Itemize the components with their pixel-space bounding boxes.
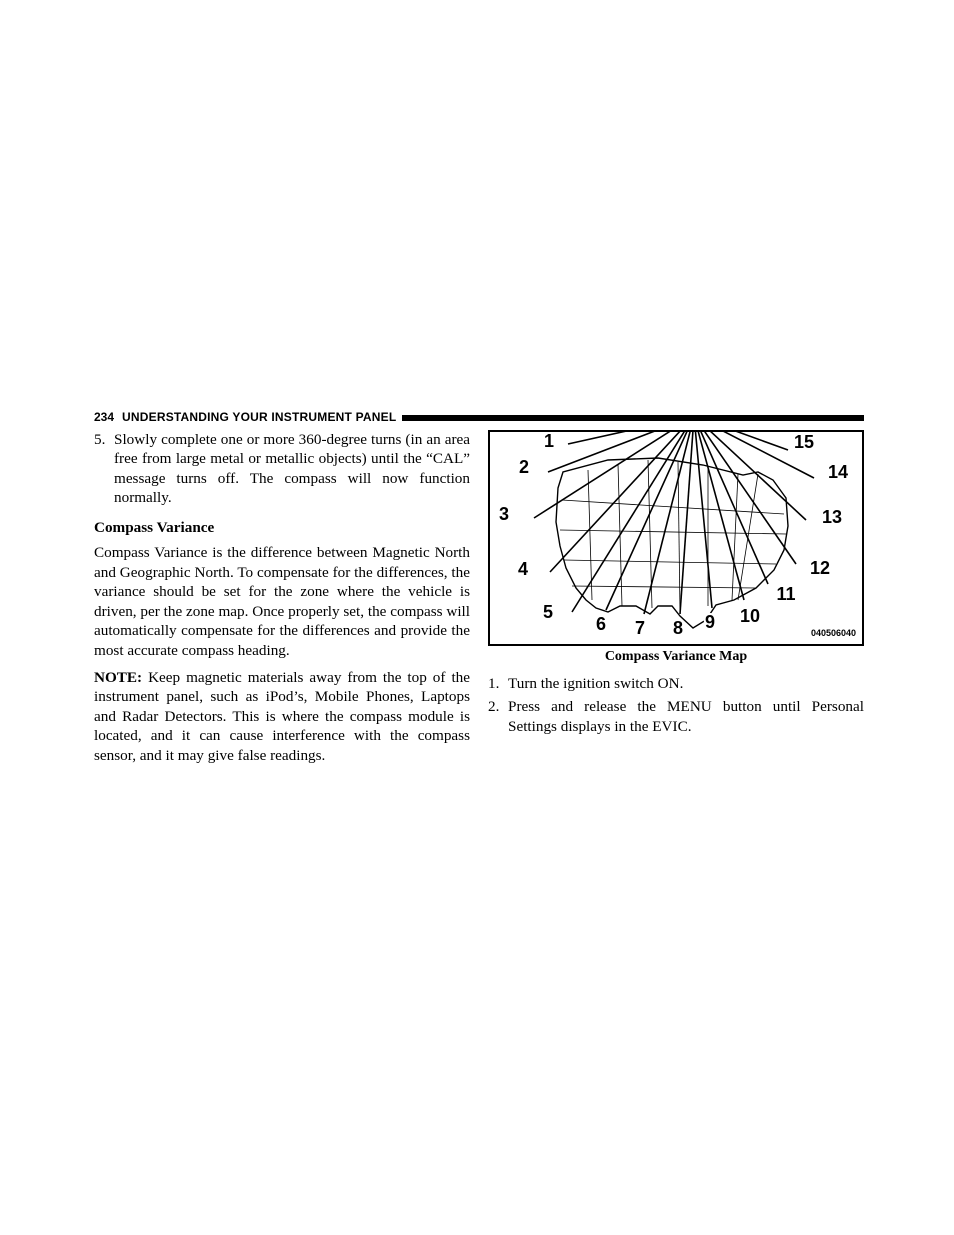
state-line [572, 586, 756, 588]
zone-ray-9 [694, 430, 712, 608]
zone-label-8: 8 [673, 618, 683, 638]
state-line [618, 464, 622, 606]
compass-variance-heading: Compass Variance [94, 518, 470, 537]
zone-label-7: 7 [635, 618, 645, 638]
step-2-text: Press and release the MENU button until … [508, 697, 864, 736]
state-line [732, 474, 738, 600]
note-paragraph: NOTE: Keep magnetic materials away from … [94, 668, 470, 765]
zone-label-15: 15 [794, 432, 814, 452]
page-content: 234 UNDERSTANDING YOUR INSTRUMENT PANEL … [94, 410, 864, 773]
section-header-text: UNDERSTANDING YOUR INSTRUMENT PANEL [122, 410, 396, 424]
state-line [560, 530, 786, 534]
compass-variance-paragraph: Compass Variance is the difference betwe… [94, 543, 470, 660]
step-2-number: 2. [488, 697, 508, 736]
step-5: 5. Slowly complete one or more 360-degre… [94, 430, 470, 508]
zone-label-6: 6 [596, 614, 606, 634]
state-line [738, 474, 758, 600]
state-line [648, 460, 652, 608]
zone-label-1: 1 [544, 431, 554, 451]
zone-label-14: 14 [828, 462, 848, 482]
us-outline [556, 458, 788, 628]
step-5-text: Slowly complete one or more 360-degree t… [114, 430, 470, 508]
two-column-layout: 5. Slowly complete one or more 360-degre… [94, 430, 864, 773]
zone-label-10: 10 [740, 606, 760, 626]
header-rule [402, 415, 864, 421]
zone-label-11: 11 [776, 584, 795, 604]
state-line [588, 470, 592, 600]
step-1: 1. Turn the ignition switch ON. [488, 674, 864, 693]
note-lead: NOTE: [94, 669, 142, 686]
map-reference-number: 040506040 [811, 628, 856, 638]
step-1-number: 1. [488, 674, 508, 693]
figure-caption: Compass Variance Map [488, 648, 864, 666]
step-1-text: Turn the ignition switch ON. [508, 674, 864, 693]
page-number: 234 [94, 410, 114, 424]
state-line [678, 462, 680, 612]
note-body: Keep magnetic materials away from the to… [94, 669, 470, 764]
zone-label-13: 13 [822, 507, 842, 527]
step-2: 2. Press and release the MENU button unt… [488, 697, 864, 736]
zone-label-12: 12 [810, 558, 830, 578]
map-svg: 123456789101112131415 040506040 [488, 430, 864, 646]
map-landmass [556, 458, 788, 628]
running-header: 234 UNDERSTANDING YOUR INSTRUMENT PANEL [94, 410, 864, 424]
zone-label-4: 4 [518, 559, 528, 579]
zone-label-2: 2 [519, 457, 529, 477]
zone-label-3: 3 [499, 504, 509, 524]
zone-label-5: 5 [543, 602, 553, 622]
step-5-number: 5. [94, 430, 114, 508]
zone-ray-3 [534, 430, 694, 518]
right-column: 123456789101112131415 040506040 Compass … [488, 430, 864, 773]
left-column: 5. Slowly complete one or more 360-degre… [94, 430, 470, 773]
zone-label-9: 9 [705, 612, 715, 632]
compass-variance-map: 123456789101112131415 040506040 [488, 430, 864, 646]
zone-ray-8 [680, 430, 694, 614]
